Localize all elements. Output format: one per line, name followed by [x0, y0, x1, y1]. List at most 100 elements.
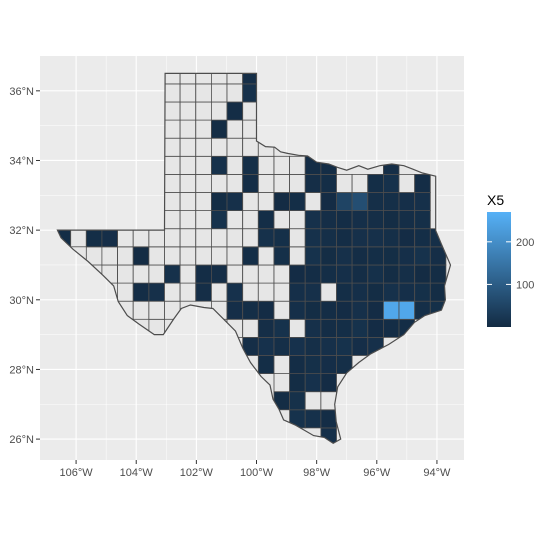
county-polygon: [367, 173, 384, 193]
county-polygon: [336, 173, 353, 193]
county-polygon: [164, 228, 181, 248]
county-polygon: [336, 282, 353, 302]
county-polygon: [414, 246, 431, 266]
county-polygon: [226, 192, 244, 212]
county-polygon: [226, 119, 244, 139]
county-layer: [57, 73, 451, 444]
county-polygon: [398, 264, 416, 284]
county-polygon: [289, 173, 306, 193]
county-polygon: [351, 210, 369, 230]
county-polygon: [273, 173, 291, 193]
county-polygon: [257, 192, 275, 212]
county-polygon: [429, 264, 447, 284]
county-polygon: [179, 192, 197, 212]
county-polygon: [210, 282, 228, 302]
county-polygon: [289, 264, 306, 284]
county-polygon: [195, 264, 212, 284]
county-polygon: [351, 264, 369, 284]
y-tick-label: 32°N: [9, 225, 34, 237]
county-polygon: [273, 246, 291, 266]
county-polygon: [132, 282, 150, 302]
county-polygon: [273, 373, 291, 393]
county-polygon: [164, 173, 181, 193]
county-polygon: [367, 264, 384, 284]
county-polygon: [257, 318, 275, 338]
county-polygon: [320, 210, 337, 230]
county-polygon: [101, 246, 118, 266]
county-polygon: [336, 264, 353, 284]
y-tick-label: 36°N: [9, 86, 34, 98]
county-polygon: [210, 137, 228, 157]
county-polygon: [164, 192, 181, 212]
county-polygon: [304, 355, 322, 375]
legend: X5 200 100: [487, 192, 534, 327]
county-polygon: [257, 355, 275, 375]
county-polygon: [289, 246, 306, 266]
x-tick-label: 100°W: [240, 467, 274, 479]
county-polygon: [257, 228, 275, 248]
county-polygon: [414, 264, 431, 284]
county-polygon: [226, 282, 244, 302]
county-polygon: [132, 246, 150, 266]
county-polygon: [320, 318, 337, 338]
county-polygon: [398, 173, 416, 193]
county-polygon: [226, 246, 244, 266]
county-polygon: [304, 192, 322, 212]
x-tick-label: 94°W: [423, 467, 451, 479]
county-polygon: [382, 192, 400, 212]
county-polygon: [304, 336, 322, 356]
county-polygon: [320, 264, 337, 284]
county-polygon: [382, 228, 400, 248]
county-polygon: [304, 210, 322, 230]
y-tick-label: 28°N: [9, 364, 34, 376]
county-polygon: [289, 192, 306, 212]
county-polygon: [320, 173, 337, 193]
county-polygon: [367, 282, 384, 302]
county-polygon: [273, 192, 291, 212]
county-polygon: [289, 391, 306, 411]
county-polygon: [179, 264, 197, 284]
county-polygon: [164, 246, 181, 266]
county-polygon: [304, 228, 322, 248]
county-polygon: [351, 192, 369, 212]
county-polygon: [320, 246, 337, 266]
county-polygon: [414, 282, 431, 302]
county-polygon: [289, 318, 306, 338]
county-polygon: [273, 264, 291, 284]
county-polygon: [164, 282, 181, 302]
county-polygon: [226, 300, 244, 320]
county-polygon: [320, 300, 337, 320]
county-polygon: [179, 155, 197, 175]
county-polygon: [257, 173, 275, 193]
county-polygon: [382, 318, 400, 338]
county-polygon: [429, 282, 447, 302]
county-polygon: [414, 173, 431, 193]
county-polygon: [179, 246, 197, 266]
county-polygon: [273, 318, 291, 338]
county-polygon: [210, 83, 228, 103]
county-polygon: [164, 155, 181, 175]
county-polygon: [398, 246, 416, 266]
county-polygon: [226, 264, 244, 284]
county-polygon: [242, 264, 259, 284]
county-polygon: [101, 228, 118, 248]
county-polygon: [367, 228, 384, 248]
county-polygon: [320, 373, 337, 393]
county-polygon: [257, 300, 275, 320]
county-polygon: [242, 228, 259, 248]
county-polygon: [148, 282, 165, 302]
county-polygon: [164, 119, 181, 139]
county-polygon: [242, 155, 259, 175]
county-polygon: [179, 228, 197, 248]
county-polygon: [195, 137, 212, 157]
county-polygon: [195, 192, 212, 212]
county-polygon: [226, 155, 244, 175]
county-polygon: [164, 210, 181, 230]
county-polygon: [257, 282, 275, 302]
county-polygon: [304, 282, 322, 302]
x-tick-label: 96°W: [363, 467, 391, 479]
county-polygon: [336, 246, 353, 266]
county-polygon: [367, 246, 384, 266]
county-polygon: [257, 155, 275, 175]
y-tick-label: 30°N: [9, 295, 34, 307]
